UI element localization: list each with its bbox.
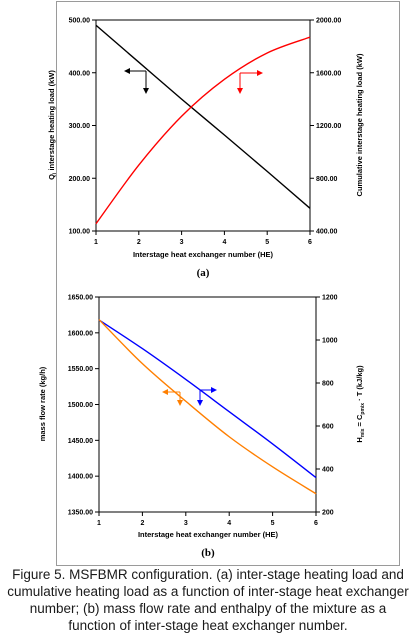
panel-a-red-arrow-annotation — [237, 70, 263, 94]
panel-a-left-tick-label: 100.00 — [69, 229, 91, 236]
panel-a-right-axis-title: Cumulative interstage heating load (kW) — [355, 53, 364, 196]
panel-b-x-tick-label: 4 — [227, 520, 231, 527]
panel-a-right-tick-label: 2000.00 — [316, 18, 341, 25]
panel-b-right-tick-label: 200 — [322, 510, 334, 517]
panel-b-right-tick-label: 800 — [322, 381, 334, 388]
panel-a-left-tick-label: 400.00 — [69, 70, 91, 77]
panel-b-right-tick-label: 400 — [322, 467, 334, 474]
panel-a-left-tick-label: 300.00 — [69, 123, 91, 130]
panel-b-left-tick-label: 1500.00 — [68, 402, 93, 409]
panel-a: 1 2 3 4 5 6 100.00 200.00 300.00 400.00 500.00 400.… — [47, 18, 364, 280]
panel-b-blue-arrow-annotation — [197, 387, 217, 406]
panel-a-x-tick-label: 3 — [180, 239, 184, 246]
panel-b-label: (b) — [201, 547, 215, 559]
panel-a-x-tick-label: 5 — [265, 239, 269, 246]
panel-b-right-tick-label: 1000 — [322, 338, 338, 345]
panel-b-right-axis-title: Hmix = Cpmix · T (kJ/kg) — [355, 365, 366, 443]
panel-a-x-tick-label: 6 — [308, 239, 312, 246]
panel-b-orange-arrow-annotation — [162, 389, 183, 406]
panel-b-left-axis-title: mass flow rate (kg/h) — [38, 366, 47, 441]
panel-b-right-tick-label: 1200 — [322, 295, 338, 302]
figure-frame — [56, 1, 400, 566]
panel-b-left-tick-label: 1650.00 — [68, 295, 93, 302]
panel-a-series-line-1 — [95, 36, 311, 225]
panel-a-black-arrow-annotation — [124, 68, 149, 94]
panel-b-left-tick-label: 1550.00 — [68, 366, 93, 373]
panel-a-right-tick-label: 400.00 — [316, 229, 338, 236]
panel-b-x-tick-label: 5 — [271, 520, 275, 527]
panel-a-x-tick-label: 2 — [137, 239, 141, 246]
panel-b-series-line-1 — [98, 319, 317, 495]
panel-a-right-tick-label: 1200.00 — [316, 123, 341, 130]
figure-svg: 1 2 3 4 5 6 100.00 200.00 300.00 400.00 500.00 400.… — [38, 18, 366, 560]
panel-b-x-tick-label: 6 — [314, 520, 318, 527]
panel-b-x-tick-label: 3 — [184, 520, 188, 527]
panel-b-left-tick-label: 1400.00 — [68, 474, 93, 481]
panel-a-x-axis-title: Interstage heat exchanger number (HE) — [133, 250, 274, 259]
panel-b-plot-area — [98, 296, 317, 513]
panel-a-right-tick-label: 800.00 — [316, 176, 338, 183]
panel-b-left-tick-label: 1350.00 — [68, 510, 93, 517]
panel-a-plot-area — [95, 19, 311, 232]
panel-b-right-tick-label: 600 — [322, 424, 334, 431]
panel-b-left-tick-label: 1600.00 — [68, 330, 93, 337]
panel-b-x-axis-title: Interstage heat exchanger number (HE) — [138, 530, 279, 539]
panel-b-x-tick-label: 2 — [140, 520, 144, 527]
panel-b-x-tick-label: 1 — [97, 520, 101, 527]
panel-a-left-tick-label: 200.00 — [69, 176, 91, 183]
panel-b: 1 2 3 4 5 6 1350.00 1400.00 1450.00 1500.00 1550.0… — [38, 295, 366, 560]
panel-b-left-tick-label: 1450.00 — [68, 438, 93, 445]
panel-a-series-line-0 — [95, 24, 311, 209]
panel-a-left-axis-title: Qi interstage heating load (kW) — [47, 70, 58, 180]
panel-a-x-tick-label: 4 — [222, 239, 226, 246]
panel-b-series-line-0 — [98, 319, 317, 479]
figure-caption: Figure 5. MSFBMR configuration. (a) inte… — [7, 567, 409, 633]
panel-a-right-tick-label: 1600.00 — [316, 70, 341, 77]
panel-a-left-tick-label: 500.00 — [69, 18, 91, 25]
panel-a-x-tick-label: 1 — [94, 239, 98, 246]
panel-a-label: (a) — [197, 267, 210, 279]
